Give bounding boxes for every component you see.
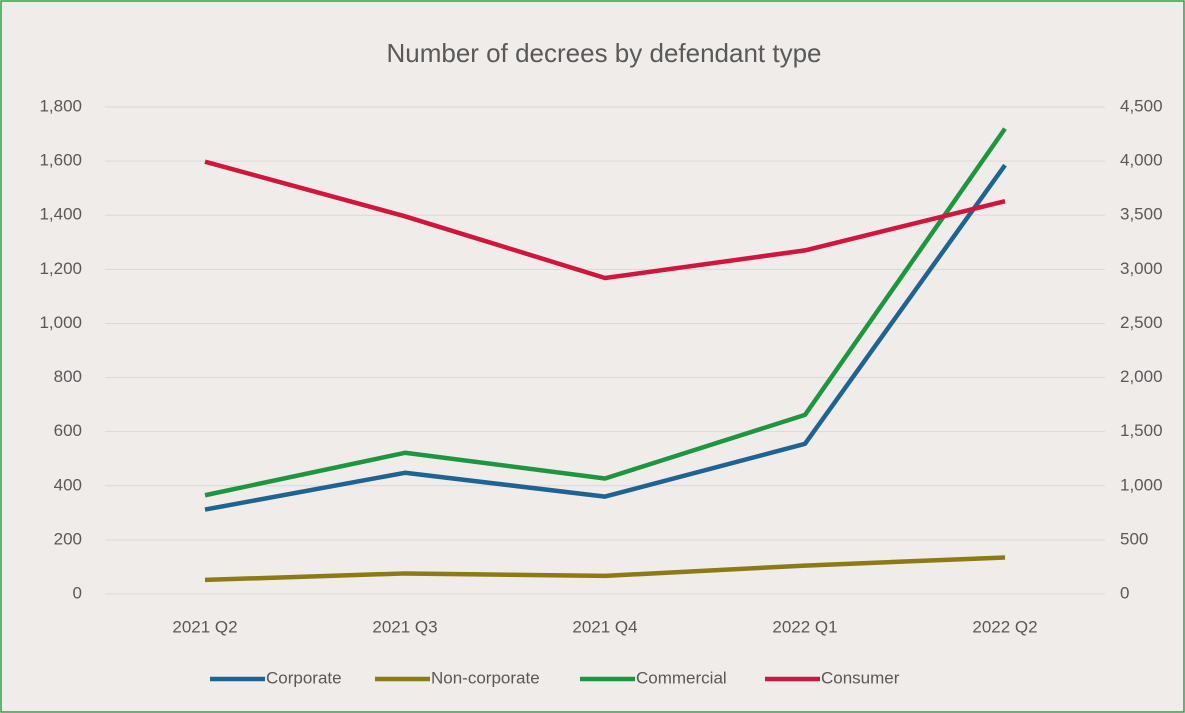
legend-label: Corporate xyxy=(266,668,342,687)
y2-tick-label: 4,500 xyxy=(1120,96,1163,115)
legend-label: Consumer xyxy=(821,668,900,687)
legend-label: Non-corporate xyxy=(431,668,540,687)
x-tick-label: 2022 Q1 xyxy=(772,617,837,636)
y-tick-label: 600 xyxy=(54,421,82,440)
y-tick-label: 1,000 xyxy=(39,313,82,332)
y-tick-label: 0 xyxy=(73,583,82,602)
chart-title: Number of decrees by defendant type xyxy=(386,38,821,68)
y2-tick-label: 500 xyxy=(1120,529,1148,548)
y-tick-label: 1,400 xyxy=(39,205,82,224)
y-tick-label: 1,600 xyxy=(39,151,82,170)
y2-tick-label: 2,000 xyxy=(1120,367,1163,386)
y2-tick-label: 1,500 xyxy=(1120,421,1163,440)
y-tick-label: 800 xyxy=(54,367,82,386)
y2-tick-label: 1,000 xyxy=(1120,475,1163,494)
x-tick-label: 2021 Q4 xyxy=(572,617,637,636)
y-tick-label: 200 xyxy=(54,529,82,548)
series-line xyxy=(204,555,1006,583)
series-line xyxy=(204,163,1007,512)
y2-tick-label: 3,500 xyxy=(1120,205,1163,224)
x-tick-label: 2021 Q3 xyxy=(372,617,437,636)
x-tick-label: 2021 Q2 xyxy=(172,617,237,636)
y-tick-label: 1,800 xyxy=(39,96,82,115)
y-tick-label: 400 xyxy=(54,475,82,494)
series-line xyxy=(204,127,1007,498)
y2-tick-label: 4,000 xyxy=(1120,151,1163,170)
x-tick-label: 2022 Q2 xyxy=(972,617,1037,636)
y-tick-label: 1,200 xyxy=(39,259,82,278)
y2-tick-label: 0 xyxy=(1120,583,1129,602)
legend-label: Commercial xyxy=(636,668,727,687)
series-line xyxy=(204,159,1006,281)
y2-tick-label: 2,500 xyxy=(1120,313,1163,332)
y2-tick-label: 3,000 xyxy=(1120,259,1163,278)
